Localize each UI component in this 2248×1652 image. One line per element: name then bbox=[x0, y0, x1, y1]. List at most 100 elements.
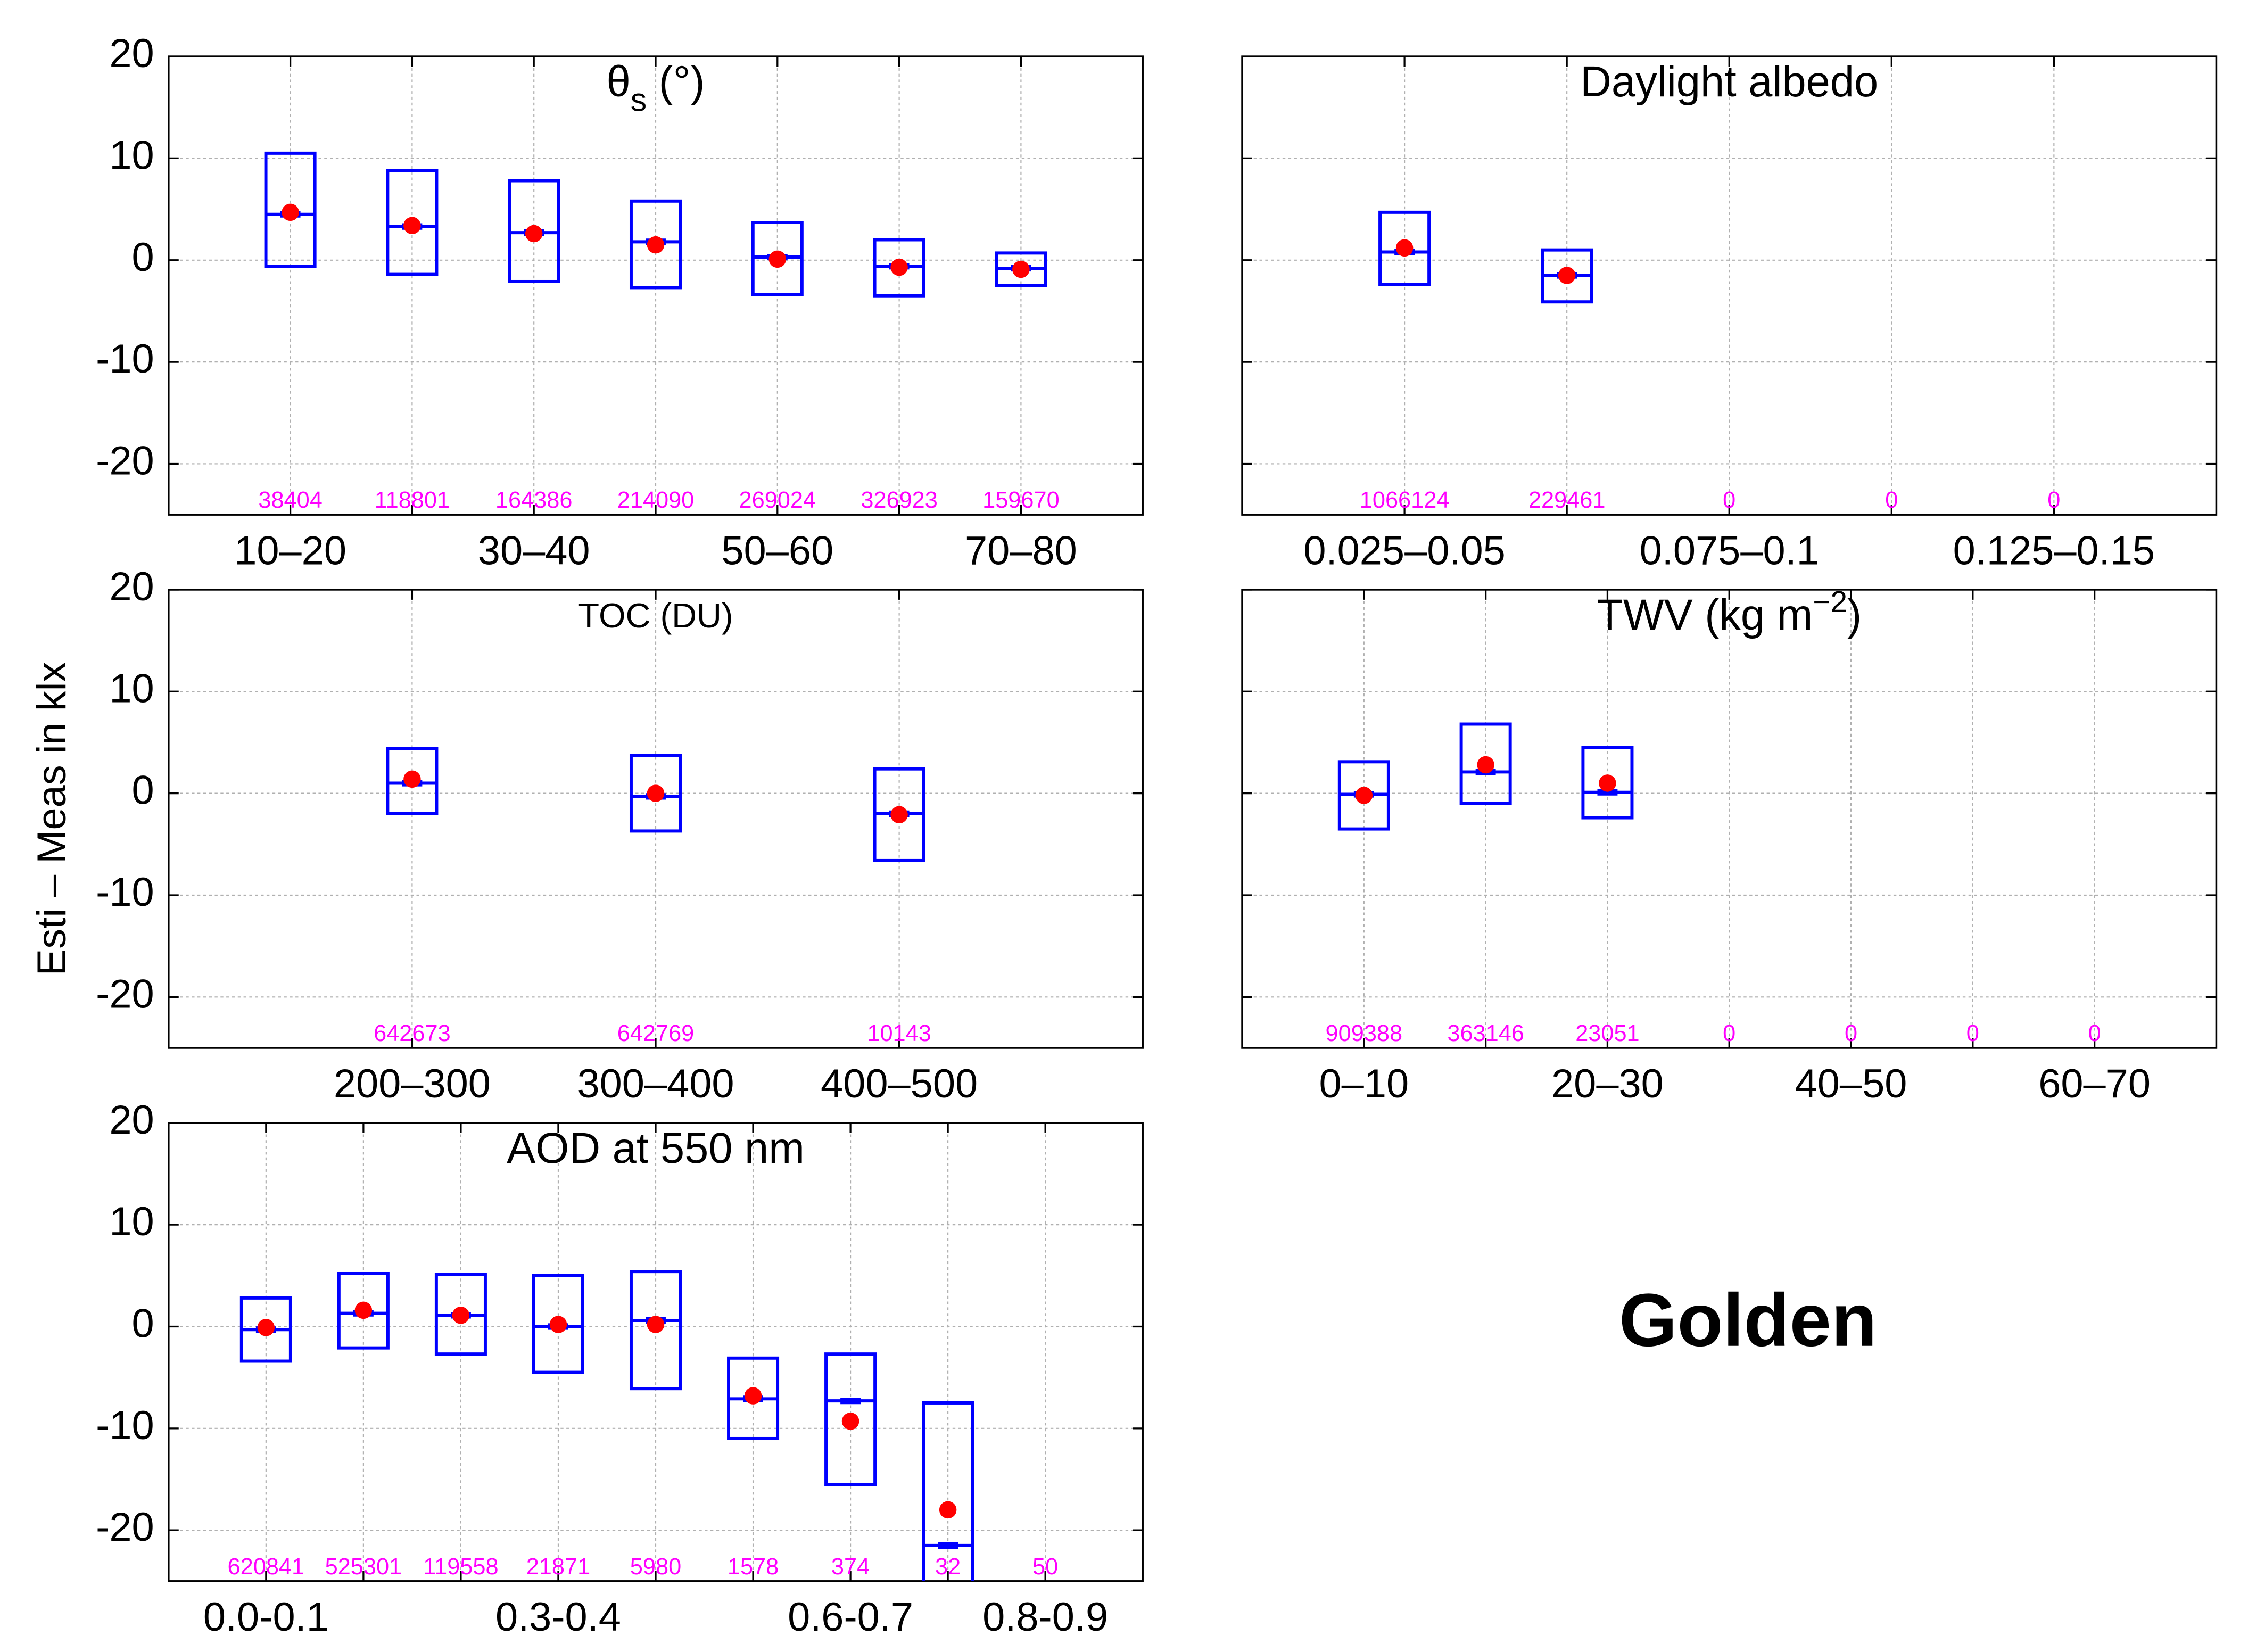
x-tick-label: 0.025–0.05 bbox=[1303, 528, 1505, 573]
count-label: 38404 bbox=[258, 488, 322, 513]
mean bbox=[1558, 267, 1576, 284]
panel-title: TWV (kg m−2) bbox=[1597, 585, 1862, 640]
box bbox=[1459, 722, 1512, 805]
box bbox=[1378, 210, 1431, 286]
mean bbox=[1395, 239, 1414, 257]
x-tick-label: 0.125–0.15 bbox=[1953, 528, 2155, 573]
mean bbox=[452, 1307, 470, 1324]
mean bbox=[282, 203, 299, 221]
panel-title: Daylight albedo bbox=[1580, 58, 1878, 106]
count-label: 0 bbox=[1885, 488, 1898, 513]
box bbox=[629, 199, 682, 290]
mean bbox=[744, 1387, 762, 1405]
count-label: 0 bbox=[2047, 488, 2060, 513]
axes-frame bbox=[1241, 589, 2218, 1049]
mean bbox=[841, 1413, 859, 1430]
x-tick-label: 0.3-0.4 bbox=[495, 1595, 621, 1640]
x-tick-label: 30–40 bbox=[478, 528, 590, 573]
title-subscript: s bbox=[631, 82, 647, 118]
y-tick-label: -20 bbox=[96, 438, 154, 483]
count-label: 21871 bbox=[526, 1554, 590, 1580]
x-tick-label: 0.075–0.1 bbox=[1640, 528, 1819, 573]
mean bbox=[354, 1301, 373, 1319]
y-tick-label: 10 bbox=[109, 666, 154, 711]
mean bbox=[257, 1319, 275, 1336]
title-text: θ bbox=[607, 58, 631, 106]
count-label: 326923 bbox=[861, 488, 938, 513]
y-tick-label: 20 bbox=[109, 31, 154, 76]
x-tick-label: 60–70 bbox=[2038, 1061, 2151, 1106]
x-tick-label: 70–80 bbox=[965, 528, 1077, 573]
count-label: 50 bbox=[1032, 1554, 1058, 1580]
x-tick-label: 0.6-0.7 bbox=[788, 1595, 913, 1640]
y-tick-label: -10 bbox=[96, 336, 154, 382]
mean bbox=[647, 1316, 665, 1333]
mean bbox=[939, 1501, 957, 1519]
count-label: 909388 bbox=[1326, 1021, 1403, 1046]
count-label: 164386 bbox=[495, 488, 573, 513]
mean bbox=[403, 770, 421, 788]
y-tick-label: 10 bbox=[109, 1199, 154, 1244]
axes-frame bbox=[1241, 55, 2218, 516]
x-tick-label: 50–60 bbox=[721, 528, 833, 573]
box bbox=[922, 1401, 974, 1581]
panel-title: θs (°) bbox=[607, 58, 705, 118]
y-tick-label: 0 bbox=[132, 235, 154, 280]
boxes bbox=[239, 1270, 974, 1581]
count-label: 363146 bbox=[1447, 1021, 1524, 1046]
count-label: 0 bbox=[1845, 1021, 1857, 1046]
x-tick-label: 20–30 bbox=[1551, 1061, 1664, 1106]
panel-title: AOD at 550 nm bbox=[507, 1124, 805, 1172]
count-label: 5980 bbox=[630, 1554, 681, 1580]
count-label: 269024 bbox=[739, 488, 816, 513]
count-label: 229461 bbox=[1528, 488, 1606, 513]
boxes bbox=[264, 151, 1047, 298]
title-rest: ) bbox=[1847, 591, 1862, 640]
box bbox=[1581, 746, 1634, 820]
y-tick-label: -10 bbox=[96, 1403, 154, 1448]
mean bbox=[768, 250, 787, 268]
box bbox=[386, 169, 439, 276]
x-tick-label: 400–500 bbox=[821, 1061, 978, 1106]
count-label: 214090 bbox=[617, 488, 695, 513]
count-label: 642673 bbox=[374, 1021, 451, 1046]
title-text: AOD at 550 nm bbox=[507, 1124, 805, 1172]
count-label: 620841 bbox=[228, 1554, 305, 1580]
x-tick-label: 0.8-0.9 bbox=[982, 1595, 1108, 1640]
title-text: TOC (DU) bbox=[578, 596, 733, 635]
count-label: 525301 bbox=[325, 1554, 402, 1580]
box bbox=[386, 747, 439, 815]
mean bbox=[890, 806, 908, 824]
count-label: 0 bbox=[2088, 1021, 2101, 1046]
annotation: Golden bbox=[1619, 1278, 1877, 1362]
mean bbox=[403, 217, 421, 234]
axes-frame bbox=[168, 589, 1144, 1049]
boxes bbox=[386, 747, 925, 862]
title-text: TWV (kg m bbox=[1597, 591, 1813, 640]
mean bbox=[890, 258, 908, 276]
y-tick-label: 20 bbox=[109, 564, 154, 609]
mean bbox=[1477, 756, 1494, 774]
y-tick-label: 0 bbox=[132, 1301, 154, 1347]
boxes bbox=[1378, 210, 1593, 304]
axes-frame bbox=[168, 55, 1144, 516]
y-tick-label: 0 bbox=[132, 768, 154, 813]
box bbox=[629, 1270, 682, 1391]
x-tick-label: 10–20 bbox=[234, 528, 346, 573]
x-tick-label: 0.0-0.1 bbox=[203, 1595, 329, 1640]
count-label: 159670 bbox=[982, 488, 1060, 513]
box bbox=[264, 151, 317, 268]
mean bbox=[647, 784, 665, 802]
y-tick-label: -20 bbox=[96, 1505, 154, 1550]
x-tick-label: 200–300 bbox=[334, 1061, 491, 1106]
y-axis-label: Esti – Meas in klx bbox=[29, 662, 75, 976]
x-tick-label: 300–400 bbox=[577, 1061, 734, 1106]
y-tick-label: 20 bbox=[109, 1097, 154, 1143]
count-label: 0 bbox=[1966, 1021, 1979, 1046]
title-text: Daylight albedo bbox=[1580, 58, 1878, 106]
count-label: 119558 bbox=[423, 1554, 498, 1580]
count-label: 32 bbox=[935, 1554, 961, 1580]
mean bbox=[549, 1316, 567, 1333]
